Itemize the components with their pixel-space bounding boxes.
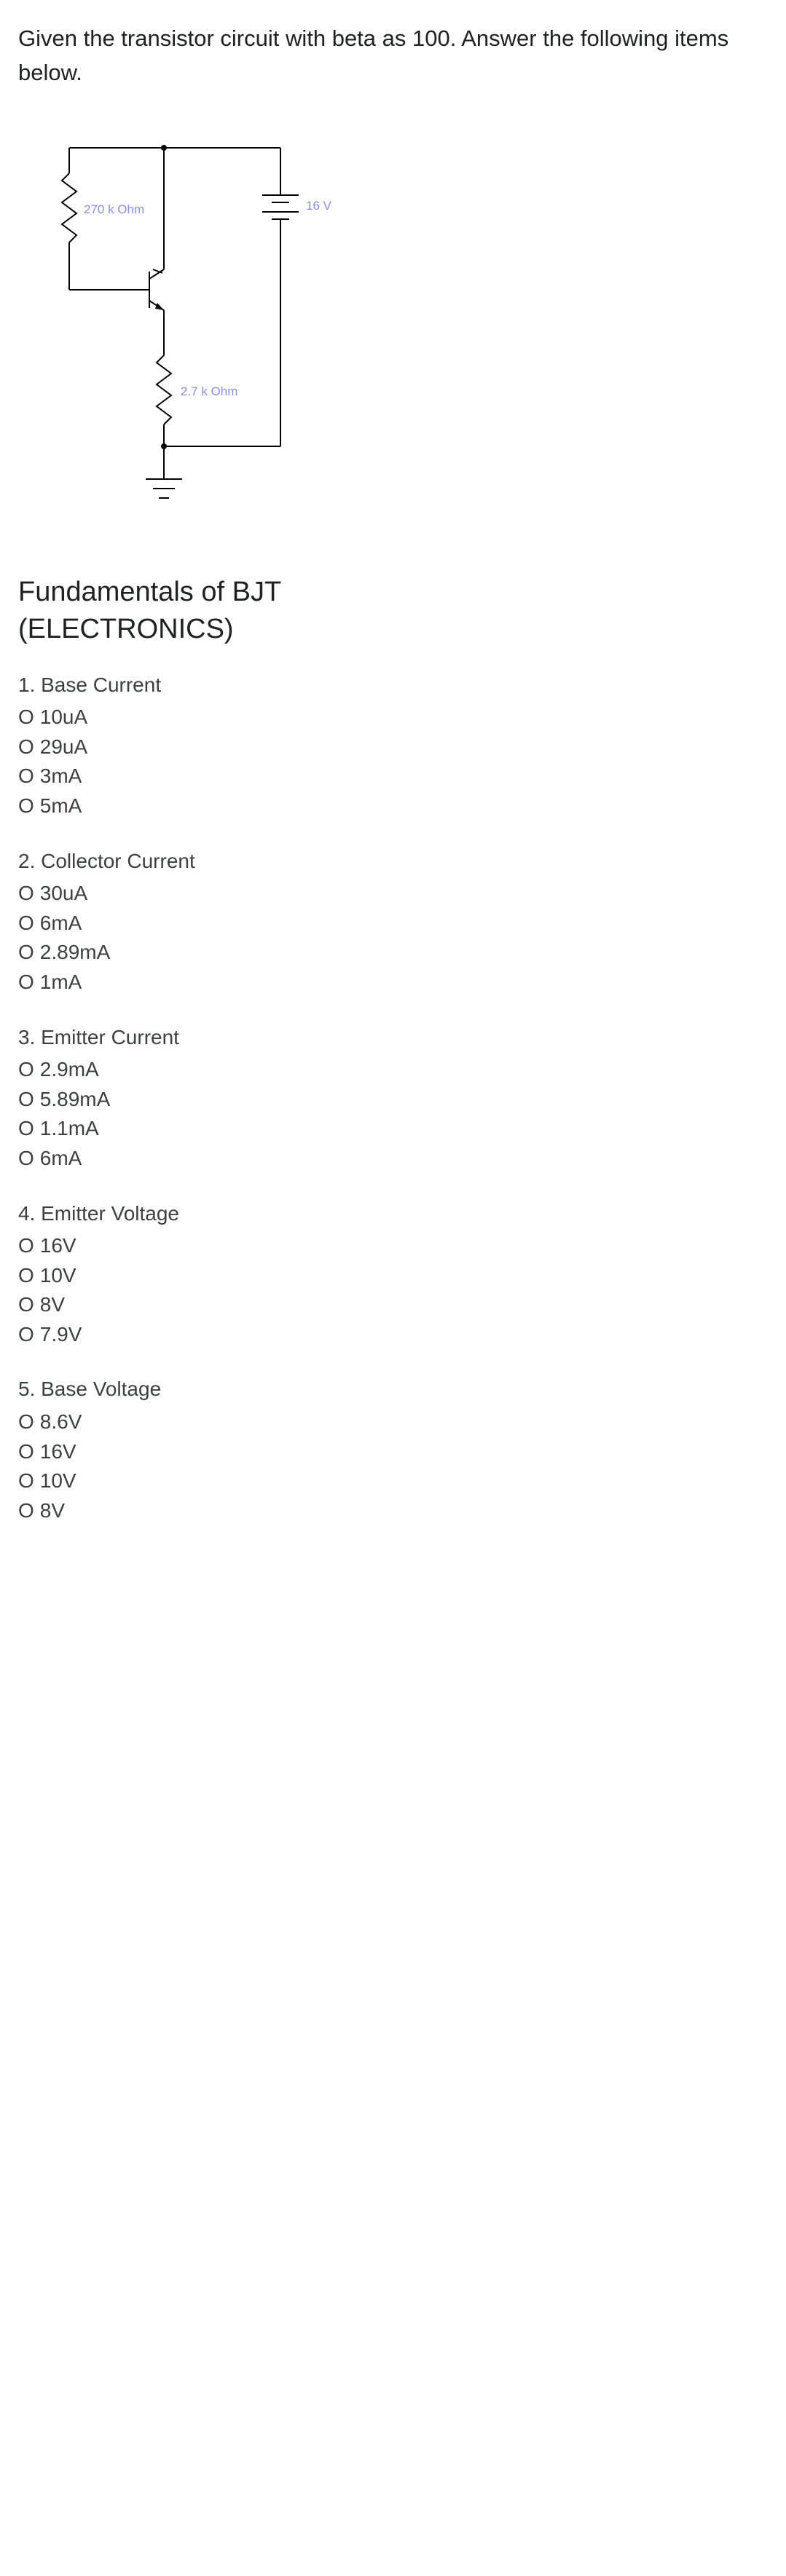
option-row[interactable]: O8.6V [18, 1407, 768, 1437]
option-marker: O [18, 791, 34, 821]
option-row[interactable]: O1mA [18, 968, 768, 997]
option-label: 8V [40, 1496, 65, 1526]
option-label: 10V [40, 1466, 76, 1496]
option-marker: O [18, 1496, 34, 1526]
option-label: 10V [40, 1261, 76, 1291]
option-label: 2.89mA [40, 938, 111, 968]
option-label: 8V [40, 1290, 65, 1320]
option-row[interactable]: O6mA [18, 1144, 768, 1174]
option-label: 1.1mA [40, 1114, 99, 1144]
option-row[interactable]: O7.9V [18, 1320, 768, 1350]
heading-line1: Fundamentals of BJT [18, 577, 281, 607]
option-label: 2.9mA [40, 1055, 99, 1085]
option-row[interactable]: O8V [18, 1290, 768, 1320]
option-label: 7.9V [40, 1320, 82, 1350]
option-marker: O [18, 968, 34, 997]
option-row[interactable]: O2.89mA [18, 938, 768, 968]
option-label: 16V [40, 1437, 76, 1467]
option-marker: O [18, 1231, 34, 1261]
voltage-label: 16 V [306, 199, 331, 213]
r2-label: 2.7 k Ohm [181, 384, 237, 398]
heading-line2: (ELECTRONICS) [18, 614, 234, 644]
option-label: 16V [40, 1231, 76, 1261]
option-marker: O [18, 879, 34, 909]
question-block: 3. Emitter CurrentO2.9mAO5.89mAO1.1mAO6m… [18, 1023, 768, 1174]
circuit-diagram: 270 k Ohm 2.7 k Ohm [25, 119, 768, 530]
option-marker: O [18, 938, 34, 968]
option-marker: O [18, 909, 34, 939]
option-row[interactable]: O16V [18, 1231, 768, 1261]
option-marker: O [18, 1290, 34, 1320]
option-label: 30uA [40, 879, 87, 909]
question-title: 2. Collector Current [18, 847, 768, 877]
option-row[interactable]: O5mA [18, 791, 768, 821]
question-title: 1. Base Current [18, 671, 768, 700]
option-marker: O [18, 1466, 34, 1496]
option-marker: O [18, 762, 34, 791]
option-label: 5.89mA [40, 1085, 111, 1115]
option-row[interactable]: O30uA [18, 879, 768, 909]
option-label: 3mA [40, 762, 82, 791]
option-marker: O [18, 1055, 34, 1085]
option-marker: O [18, 703, 34, 732]
questions-container: 1. Base CurrentO10uAO29uAO3mAO5mA2. Coll… [18, 671, 768, 1526]
question-block: 2. Collector CurrentO30uAO6mAO2.89mAO1mA [18, 847, 768, 997]
option-label: 6mA [40, 1144, 82, 1174]
option-marker: O [18, 1144, 34, 1174]
option-marker: O [18, 1437, 34, 1467]
option-label: 29uA [40, 732, 87, 762]
option-label: 8.6V [40, 1407, 82, 1437]
option-row[interactable]: O10V [18, 1466, 768, 1496]
option-marker: O [18, 1085, 34, 1115]
question-title: 3. Emitter Current [18, 1023, 768, 1053]
option-row[interactable]: O29uA [18, 732, 768, 762]
question-title: 4. Emitter Voltage [18, 1199, 768, 1229]
option-row[interactable]: O5.89mA [18, 1085, 768, 1115]
question-block: 4. Emitter VoltageO16VO10VO8VO7.9V [18, 1199, 768, 1350]
r1-label: 270 k Ohm [84, 202, 144, 216]
option-marker: O [18, 1320, 34, 1350]
option-row[interactable]: O1.1mA [18, 1114, 768, 1144]
option-label: 6mA [40, 909, 82, 939]
option-label: 1mA [40, 968, 82, 997]
option-row[interactable]: O16V [18, 1437, 768, 1467]
option-row[interactable]: O10V [18, 1261, 768, 1291]
question-block: 1. Base CurrentO10uAO29uAO3mAO5mA [18, 671, 768, 821]
question-block: 5. Base VoltageO8.6VO16VO10VO8V [18, 1375, 768, 1525]
option-marker: O [18, 732, 34, 762]
section-heading: Fundamentals of BJT (ELECTRONICS) [18, 574, 768, 649]
option-row[interactable]: O8V [18, 1496, 768, 1526]
option-row[interactable]: O3mA [18, 762, 768, 791]
option-marker: O [18, 1114, 34, 1144]
option-row[interactable]: O10uA [18, 703, 768, 732]
problem-intro: Given the transistor circuit with beta a… [18, 22, 768, 90]
option-label: 5mA [40, 791, 82, 821]
option-row[interactable]: O2.9mA [18, 1055, 768, 1085]
option-label: 10uA [40, 703, 87, 732]
option-marker: O [18, 1407, 34, 1437]
option-row[interactable]: O6mA [18, 909, 768, 939]
option-marker: O [18, 1261, 34, 1291]
question-title: 5. Base Voltage [18, 1375, 768, 1404]
